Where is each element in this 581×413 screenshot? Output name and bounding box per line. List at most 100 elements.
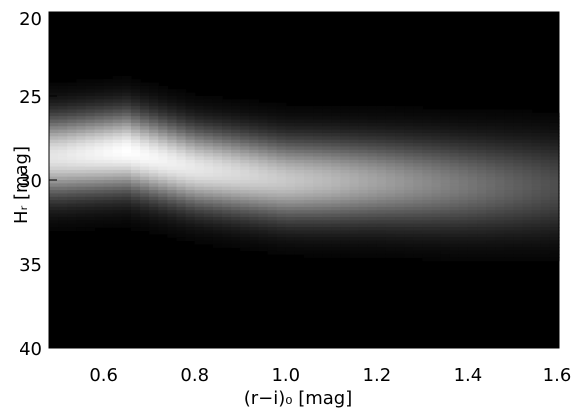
heatmap-cell — [58, 223, 68, 228]
heatmap-cell — [304, 210, 314, 215]
heatmap-cell — [167, 206, 178, 211]
heatmap-cell — [167, 220, 178, 225]
heatmap-cell — [149, 92, 159, 97]
heatmap-cell — [149, 190, 159, 195]
heatmap-cell — [249, 190, 260, 195]
heatmap-cell — [331, 250, 342, 255]
heatmap-cell — [231, 220, 241, 225]
heatmap-cell — [194, 153, 205, 158]
heatmap-cell — [467, 213, 478, 218]
heatmap-cell — [340, 132, 351, 137]
heatmap-cell — [531, 220, 542, 225]
heatmap-cell — [103, 106, 114, 111]
heatmap-cell — [240, 143, 250, 147]
heatmap-cell — [176, 89, 187, 94]
heatmap-cell — [130, 112, 141, 117]
heatmap-cell — [349, 122, 360, 127]
heatmap-cell — [176, 233, 187, 238]
heatmap-cell — [304, 213, 314, 218]
heatmap-cell — [67, 203, 77, 208]
heatmap-cell — [467, 223, 478, 228]
heatmap-cell — [477, 116, 487, 121]
heatmap-cell — [276, 190, 287, 195]
heatmap-cell — [67, 143, 77, 147]
heatmap-cell — [313, 206, 323, 211]
heatmap-cell — [340, 237, 351, 242]
heatmap-cell — [349, 136, 360, 141]
heatmap-cell — [376, 240, 387, 245]
heatmap-cell — [258, 109, 269, 114]
heatmap-cell — [240, 193, 250, 198]
heatmap-cell — [67, 223, 77, 228]
heatmap-cell — [322, 119, 332, 124]
heatmap-cell — [267, 186, 278, 191]
heatmap-cell — [367, 196, 378, 201]
heatmap-cell — [167, 106, 178, 111]
heatmap-cell — [85, 85, 96, 90]
heatmap-cell — [540, 153, 551, 158]
heatmap-cell — [185, 136, 196, 141]
heatmap-cell — [212, 112, 223, 117]
heatmap-cell — [130, 146, 141, 151]
heatmap-cell — [367, 122, 378, 127]
heatmap-cell — [467, 253, 478, 258]
heatmap-cell — [103, 89, 114, 94]
heatmap-cell — [112, 193, 123, 198]
heatmap-cell — [522, 203, 533, 208]
heatmap-cell — [467, 163, 478, 168]
heatmap-cell — [458, 139, 469, 144]
heatmap-cell — [85, 109, 96, 114]
heatmap-cell — [158, 92, 168, 97]
heatmap-cell — [486, 253, 496, 258]
heatmap-cell — [358, 220, 369, 225]
heatmap-cell — [495, 183, 505, 188]
heatmap-cell — [486, 116, 496, 121]
heatmap-cell — [404, 136, 414, 141]
heatmap-cell — [94, 143, 105, 147]
heatmap-cell — [413, 247, 423, 252]
heatmap-cell — [67, 116, 77, 121]
heatmap-cell — [522, 223, 533, 228]
heatmap-cell — [313, 112, 323, 117]
heatmap-cell — [413, 227, 423, 231]
heatmap-cell — [431, 216, 442, 221]
heatmap-cell — [85, 102, 96, 107]
heatmap-cell — [140, 220, 150, 225]
heatmap-cell — [522, 149, 533, 154]
heatmap-cell — [331, 159, 342, 164]
heatmap-cell — [313, 237, 323, 242]
heatmap-cell — [367, 159, 378, 164]
heatmap-cell — [149, 227, 159, 231]
heatmap-cell — [440, 129, 451, 134]
heatmap-cell — [276, 166, 287, 171]
heatmap-cell — [67, 149, 77, 154]
heatmap-cell — [495, 112, 505, 117]
heatmap-cell — [194, 169, 205, 174]
heatmap-cell — [176, 190, 187, 195]
heatmap-cell — [504, 122, 515, 127]
heatmap-cell — [222, 200, 232, 205]
heatmap-cell — [376, 200, 387, 205]
heatmap-cell — [313, 173, 323, 178]
heatmap-cell — [167, 129, 178, 134]
heatmap-cell — [103, 216, 114, 221]
heatmap-cell — [267, 230, 278, 235]
heatmap-cell — [376, 156, 387, 161]
heatmap-cell — [540, 132, 551, 137]
heatmap-cell — [495, 223, 505, 228]
heatmap-cell — [358, 146, 369, 151]
heatmap-cell — [431, 223, 442, 228]
heatmap-cell — [267, 190, 278, 195]
heatmap-cell — [522, 257, 533, 262]
heatmap-cell — [149, 186, 159, 191]
heatmap-cell — [413, 119, 423, 124]
heatmap-cell — [322, 220, 332, 225]
heatmap-cell — [240, 237, 250, 242]
heatmap-cell — [495, 220, 505, 225]
heatmap-cell — [167, 132, 178, 137]
heatmap-cell — [285, 250, 296, 255]
heatmap-cell — [431, 169, 442, 174]
heatmap-cell — [504, 196, 515, 201]
heatmap-cell — [440, 132, 451, 137]
heatmap-cell — [294, 112, 305, 117]
